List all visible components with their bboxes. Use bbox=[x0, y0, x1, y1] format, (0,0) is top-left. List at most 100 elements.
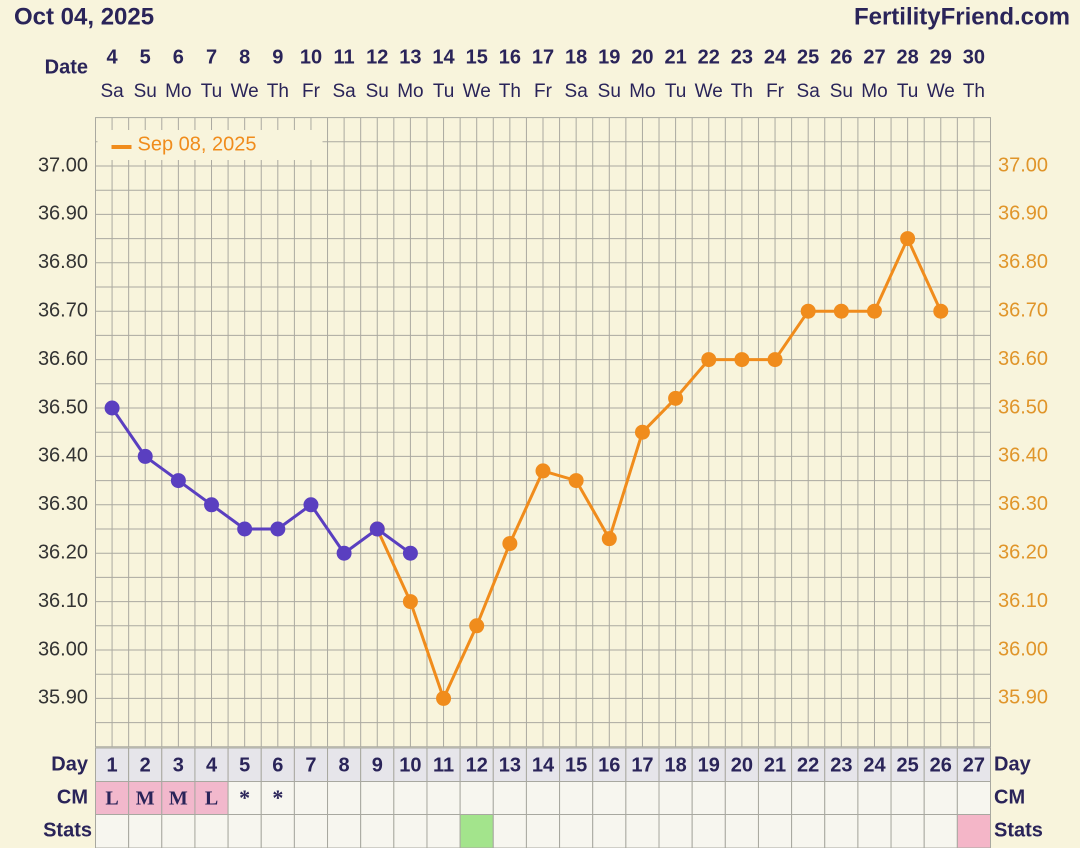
data-point bbox=[336, 545, 352, 561]
stats-cell bbox=[658, 814, 693, 848]
y-tick-label: 37.00 bbox=[38, 154, 88, 176]
cm-cell bbox=[592, 781, 627, 815]
date-label: 7 bbox=[206, 46, 217, 68]
date-label: 22 bbox=[698, 46, 720, 68]
cm-cell bbox=[658, 781, 693, 815]
date-label: 14 bbox=[432, 46, 455, 68]
stats-cell bbox=[360, 814, 395, 848]
cm-cell bbox=[525, 781, 561, 815]
date-label: 27 bbox=[863, 46, 885, 68]
day-cell bbox=[956, 747, 992, 782]
stats-cell bbox=[791, 814, 826, 848]
cm-cell bbox=[559, 781, 594, 815]
y2-tick-label: 36.40 bbox=[998, 445, 1048, 467]
cm-cell bbox=[293, 781, 329, 815]
day-cell bbox=[592, 747, 627, 782]
cm-label: CM bbox=[57, 786, 88, 808]
weekday-label: Th bbox=[731, 81, 753, 102]
data-point bbox=[535, 463, 551, 479]
data-point bbox=[866, 303, 882, 319]
cm-cell bbox=[426, 781, 461, 815]
data-point bbox=[303, 497, 319, 513]
cm-cell bbox=[459, 781, 494, 815]
date-label: 12 bbox=[366, 46, 388, 68]
date-label: 10 bbox=[300, 46, 322, 68]
y-tick-label: 36.60 bbox=[38, 348, 88, 370]
date-label: 23 bbox=[731, 46, 753, 68]
stats-cell bbox=[194, 814, 229, 848]
weekday-label: Fr bbox=[302, 81, 321, 102]
stats-cell bbox=[956, 814, 992, 848]
series-line bbox=[110, 407, 412, 556]
weekday-label: Su bbox=[366, 81, 389, 102]
date-label: 20 bbox=[631, 46, 653, 68]
weekday-label: Sa bbox=[100, 81, 124, 102]
date-label: 6 bbox=[173, 46, 184, 68]
weekday-label: Sa bbox=[565, 81, 589, 102]
stats-cell bbox=[691, 814, 726, 848]
cm-cell bbox=[791, 781, 826, 815]
stats-cell bbox=[327, 814, 362, 848]
cm-cell bbox=[360, 781, 395, 815]
cm-value: M bbox=[136, 788, 155, 810]
cm-cell bbox=[95, 781, 130, 815]
stats-cell bbox=[890, 814, 925, 848]
cm-value: L bbox=[205, 788, 218, 810]
data-point bbox=[767, 352, 783, 368]
weekday-label: Tu bbox=[201, 81, 222, 102]
day-cell bbox=[791, 747, 826, 782]
day-cell bbox=[95, 747, 130, 782]
data-point bbox=[402, 545, 418, 561]
cm-cell bbox=[492, 781, 527, 815]
stats-cell bbox=[525, 814, 561, 848]
day-cell bbox=[857, 747, 892, 782]
weekday-label: Tu bbox=[665, 81, 686, 102]
cm-cell bbox=[691, 781, 726, 815]
cm-label: CM bbox=[994, 786, 1025, 808]
day-cell bbox=[658, 747, 693, 782]
day-number: 20 bbox=[731, 754, 753, 776]
cm-cell bbox=[824, 781, 859, 815]
day-label: Day bbox=[994, 753, 1032, 775]
stats-cell bbox=[724, 814, 759, 848]
day-number: 11 bbox=[433, 754, 454, 776]
cm-cell bbox=[923, 781, 958, 815]
y-tick-label: 36.40 bbox=[38, 445, 88, 467]
data-point bbox=[469, 618, 485, 634]
day-number: 22 bbox=[797, 754, 819, 776]
date-label: 18 bbox=[565, 46, 587, 68]
legend-box bbox=[97, 130, 323, 160]
weekday-label: Th bbox=[267, 81, 289, 102]
day-number: 27 bbox=[963, 754, 985, 776]
day-number: 23 bbox=[830, 754, 852, 776]
stats-cell bbox=[260, 814, 295, 848]
date-label: 25 bbox=[797, 46, 819, 68]
y-tick-label: 36.00 bbox=[38, 638, 88, 660]
data-point bbox=[436, 690, 452, 706]
stats-cell bbox=[95, 814, 130, 848]
weekday-label: Tu bbox=[433, 81, 454, 102]
data-point bbox=[270, 521, 286, 537]
stats-cell bbox=[857, 814, 892, 848]
day-cell bbox=[625, 747, 660, 782]
stats-cell bbox=[824, 814, 859, 848]
date-label: 11 bbox=[334, 46, 355, 68]
cm-value: M bbox=[169, 788, 188, 810]
cm-cell bbox=[757, 781, 793, 815]
cm-cell bbox=[227, 781, 262, 815]
y2-tick-label: 35.90 bbox=[998, 687, 1048, 709]
weekday-label: Fr bbox=[766, 81, 785, 102]
stats-cell bbox=[923, 814, 958, 848]
day-number: 3 bbox=[173, 754, 184, 776]
day-number: 15 bbox=[565, 754, 587, 776]
stats-cell bbox=[559, 814, 594, 848]
stats-cell bbox=[293, 814, 329, 848]
legend-label: Sep 08, 2025 bbox=[138, 133, 257, 155]
date-label: 24 bbox=[764, 46, 787, 68]
weekday-label: Th bbox=[499, 81, 521, 102]
y2-tick-label: 37.00 bbox=[998, 154, 1048, 176]
day-cell bbox=[360, 747, 395, 782]
weekday-label: Mo bbox=[629, 81, 655, 102]
data-point bbox=[800, 303, 816, 319]
